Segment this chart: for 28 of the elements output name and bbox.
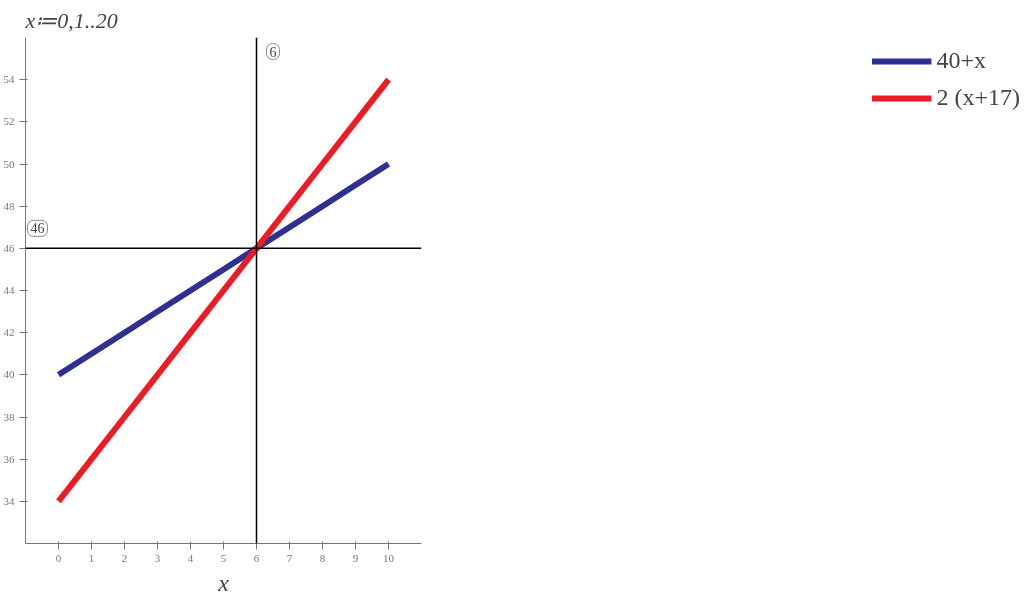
x-tick-label: 8 — [319, 551, 326, 564]
y-tick-label: 42 — [3, 326, 15, 339]
x-tick-label: 7 — [286, 551, 293, 564]
legend-label: 2 (x+17) — [936, 84, 1020, 111]
y-tick-label: 54 — [3, 73, 15, 86]
y-tick-label: 46 — [3, 241, 15, 254]
x-tick-label: 0 — [55, 551, 62, 564]
text: x≔0,1..20 — [24, 7, 118, 33]
y-tick-label: 40 — [3, 368, 15, 381]
y-tick-label: 44 — [3, 284, 15, 296]
x-tick-label: 9 — [352, 551, 359, 564]
x-tick-label: 1 — [88, 551, 95, 564]
y-tick-label: 36 — [3, 452, 15, 465]
y-tick-label: 38 — [3, 410, 15, 423]
x-tick-label: 5 — [220, 551, 227, 564]
y-tick-label: 52 — [3, 115, 15, 128]
y-tick-label: 48 — [3, 199, 15, 212]
x-tick-label: 4 — [187, 551, 194, 564]
legend-label: 40+x — [936, 47, 987, 74]
y-tick-label: 34 — [3, 494, 15, 507]
x-tick-label: 10 — [383, 551, 395, 564]
ref-line-label: 6 — [269, 44, 277, 60]
x-tick-label: 6 — [253, 551, 260, 564]
x-axis-title: x — [217, 569, 230, 596]
x-tick-label: 2 — [121, 551, 128, 564]
ref-line-label: 46 — [30, 221, 45, 237]
x-tick-label: 3 — [154, 551, 161, 564]
y-tick-label: 50 — [3, 157, 15, 170]
